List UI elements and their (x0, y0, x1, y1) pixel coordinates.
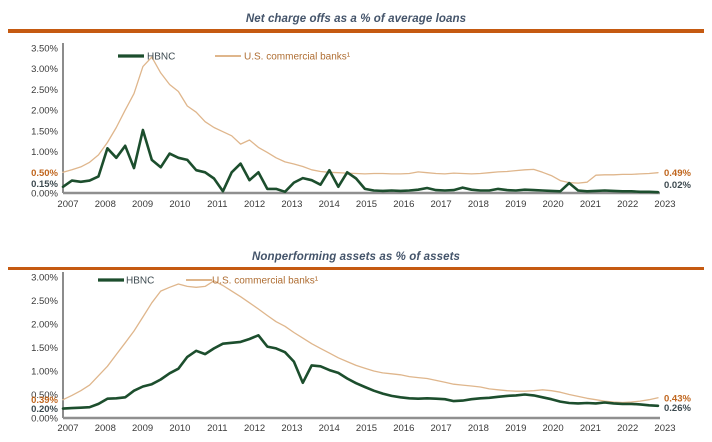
y-axis-tick-label: 1.50% (31, 343, 58, 354)
hbnc-legend-label: HBNC (147, 51, 175, 62)
x-axis-tick-label: 2022 (617, 423, 638, 434)
hbnc-end-value-label: 0.02% (664, 180, 691, 191)
x-axis-tick-label: 2011 (207, 199, 227, 210)
hbnc-start-value-label: 0.20% (31, 404, 58, 415)
net-charge-offs-line-chart: 3.50% 3.00% 2.50% 2.00% 1.50% 1.00% 0.00%2007 2… (31, 42, 691, 210)
net-charge-offs-chart-section: Net charge offs as a % of average loans … (0, 0, 712, 215)
y-axis-tick-label: 0.50% (31, 390, 58, 401)
x-axis-tick-label: 2012 (244, 423, 265, 434)
y-axis-tick-label: 1.00% (31, 367, 58, 378)
x-axis-tick-label: 2014 (319, 199, 340, 210)
x-axis-tick-label: 2007 (57, 423, 78, 434)
x-axis-tick-label: 2010 (169, 423, 190, 434)
x-axis-tick-label: 2008 (95, 423, 116, 434)
x-axis-tick-label: 2020 (543, 199, 564, 210)
x-axis-tick-label: 2013 (281, 423, 302, 434)
chart-title-nonperforming-assets: Nonperforming assets as % of assets (251, 250, 460, 263)
x-axis-tick-label: 2016 (393, 199, 414, 210)
x-axis-tick-label: 2008 (95, 199, 116, 210)
hbnc-start-value-label: 0.15% (31, 179, 58, 190)
us-commercial-banks-end-value-label: 0.49% (664, 168, 691, 179)
x-axis-tick-label: 2019 (505, 199, 526, 210)
x-axis-tick-label: 2013 (281, 199, 302, 210)
us-commercial-banks-line (62, 55, 659, 184)
x-axis-tick-label: 2023 (654, 199, 675, 210)
x-axis-tick-label: 2014 (319, 423, 340, 434)
chart-title-net-charge-offs: Net charge offs as a % of average loans (245, 13, 467, 25)
y-axis-tick-label: 3.00% (31, 64, 58, 75)
x-axis-tick-label: 2018 (468, 423, 489, 434)
hbnc-line (61, 333, 660, 410)
x-axis-tick-label: 2010 (169, 199, 190, 210)
us-commercial-banks-line (62, 280, 659, 404)
x-axis-tick-label: 2021 (580, 199, 601, 210)
y-axis-tick-label: 0.00% (31, 414, 58, 425)
y-axis-tick-label: 1.00% (31, 147, 58, 158)
y-axis-tick-label: 2.00% (31, 320, 58, 331)
x-axis-tick-label: 2009 (132, 199, 153, 210)
y-axis-tick-label: 2.50% (31, 84, 58, 95)
x-axis-tick-label: 2016 (393, 423, 414, 434)
us-commercial-banks-legend-label: U.S. commercial banks¹ (212, 276, 319, 287)
hbnc-line (61, 128, 660, 193)
x-axis-tick-label: 2023 (654, 423, 675, 434)
us-commercial-banks-legend-label: U.S. commercial banks¹ (244, 51, 351, 62)
us-commercial-banks-start-value-label: 0.50% (31, 167, 58, 178)
x-axis-tick-label: 2017 (431, 199, 452, 210)
y-axis-tick-label: 2.00% (31, 105, 58, 116)
us-commercial-banks-start-value-label: 0.39% (31, 395, 58, 406)
x-axis-tick-label: 2015 (356, 423, 377, 434)
x-axis-tick-label: 2018 (468, 199, 489, 210)
y-axis-tick-label: 2.50% (31, 296, 58, 307)
x-axis-tick-label: 2020 (543, 423, 564, 434)
y-axis-tick-label: 3.00% (31, 273, 58, 284)
x-axis-tick-label: 2012 (244, 199, 265, 210)
x-axis-tick-label: 2015 (356, 199, 377, 210)
nonperforming-assets-chart-section: Nonperforming assets as % of assets 3.00… (0, 251, 712, 441)
x-axis-tick-label: 2021 (580, 423, 601, 434)
x-axis-tick-label: 2019 (505, 423, 526, 434)
y-axis-tick-label: 0.00% (31, 188, 58, 199)
hbnc-legend-label: HBNC (126, 276, 154, 287)
x-axis-tick-label: 2011 (207, 423, 227, 434)
title-underline-rule (8, 29, 704, 33)
x-axis-tick-label: 2022 (617, 199, 638, 210)
us-commercial-banks-end-value-label: 0.43% (664, 393, 691, 404)
x-axis-tick-label: 2009 (132, 423, 153, 434)
y-axis-tick-label: 1.50% (31, 126, 58, 137)
title-underline-rule (8, 266, 704, 270)
hbnc-end-value-label: 0.26% (664, 403, 691, 414)
x-axis-tick-label: 2007 (57, 199, 78, 210)
y-axis-tick-label: 3.50% (31, 43, 58, 54)
nonperforming-assets-line-chart: 3.00% 2.50% 2.00% 1.50% 1.00% 0.50% 0.00%2007 2… (31, 272, 691, 434)
x-axis-tick-label: 2017 (431, 423, 452, 434)
